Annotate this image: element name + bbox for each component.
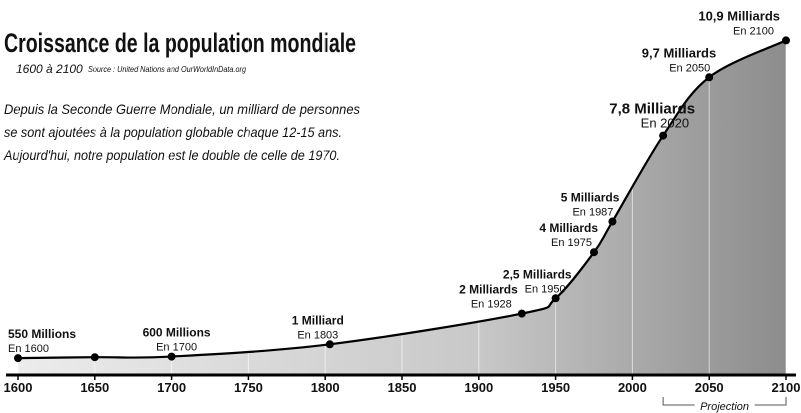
- x-tick-label: 1600: [4, 380, 33, 395]
- value-label: 2 Milliards: [459, 283, 518, 297]
- value-label: 10,9 Milliards: [698, 8, 780, 23]
- chart-title: Croissance de la population mondiale: [4, 28, 356, 58]
- point-note: En 1987: [572, 207, 613, 219]
- x-tick-label: 1650: [80, 380, 109, 395]
- data-point: [705, 73, 714, 82]
- point-note: En 1950: [525, 283, 566, 295]
- data-point: [590, 248, 598, 257]
- data-point: [551, 294, 560, 303]
- data-point: [14, 354, 22, 363]
- data-point: [325, 340, 334, 349]
- x-tick-label: 1900: [464, 380, 493, 395]
- source: Source : United Nations and OurWorldInDa…: [88, 65, 246, 74]
- x-tick-label: 1950: [541, 380, 570, 395]
- point-note: En 1975: [551, 237, 592, 249]
- value-label: 2,5 Milliards: [503, 267, 572, 281]
- point-note: En 2050: [669, 62, 710, 74]
- point-note: En 1803: [297, 329, 338, 341]
- projection-label-bg: [694, 399, 755, 413]
- data-point: [659, 131, 668, 140]
- data-point: [90, 353, 99, 362]
- value-label: 7,8 Milliards: [609, 101, 695, 118]
- value-label: 1 Milliard: [292, 313, 344, 327]
- x-tick-label: 1850: [388, 380, 417, 395]
- data-point: [608, 217, 617, 226]
- value-label: 9,7 Milliards: [642, 45, 716, 60]
- x-tick-label: 2050: [695, 380, 724, 395]
- point-note: En 2100: [733, 25, 774, 37]
- value-label: 4 Milliards: [539, 221, 598, 235]
- area: [18, 40, 786, 376]
- data-point: [517, 309, 526, 318]
- line: [17, 39, 787, 360]
- value-label: 600 Millions: [143, 326, 211, 340]
- point-note: En 1700: [156, 342, 197, 354]
- x-tick-label: 1700: [157, 380, 186, 395]
- description-line: Depuis la Seconde Guerre Mondiale, un mi…: [4, 101, 360, 117]
- chart-subtitle: 1600 à 2100: [16, 62, 83, 76]
- x-tick-label: 1750: [234, 380, 263, 395]
- x-tick-label: 2100: [772, 380, 801, 395]
- data-point: [782, 36, 790, 45]
- point-note: En 2020: [641, 116, 689, 131]
- data-point: [167, 352, 176, 361]
- value-label: 5 Milliards: [561, 191, 620, 205]
- description-line: se sont ajoutées à la population globabl…: [4, 124, 342, 140]
- point-note: En 1928: [471, 299, 512, 311]
- projection-label: Projection: [700, 401, 749, 413]
- x-tick-label: 2000: [618, 380, 647, 395]
- point-note: En 1600: [8, 343, 49, 355]
- x-tick-label: 1800: [311, 380, 340, 395]
- value-label: 550 Millions: [8, 327, 76, 341]
